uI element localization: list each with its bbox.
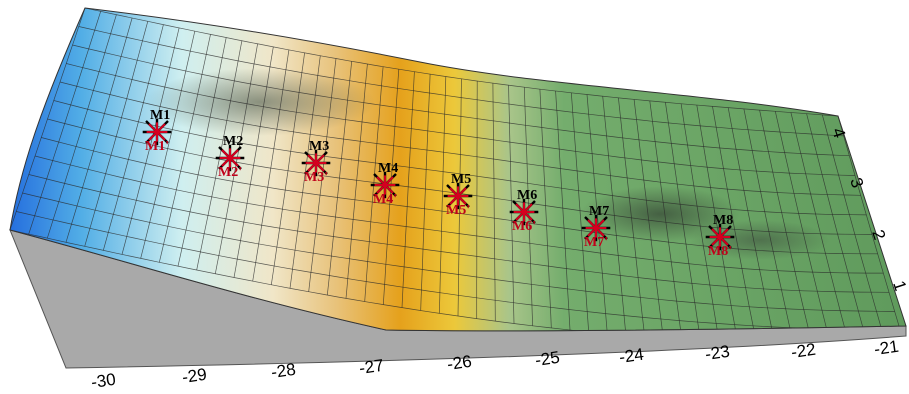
marker-label-prime: M5' bbox=[446, 203, 470, 218]
x-tick-label: -22 bbox=[790, 340, 817, 362]
marker-label: M2 bbox=[223, 134, 243, 149]
mesh-line bbox=[28, 174, 890, 293]
x-tick-label: -29 bbox=[181, 365, 208, 387]
x-tick-label: -21 bbox=[873, 337, 900, 359]
marker-label-prime: M3' bbox=[304, 170, 328, 185]
x-tick-label: -25 bbox=[534, 348, 561, 370]
marker-label: M4 bbox=[378, 161, 398, 176]
mesh-line bbox=[72, 44, 850, 157]
mesh-line bbox=[84, 8, 839, 117]
marker-label-prime: M8' bbox=[708, 244, 732, 259]
station-marker-m6: M6 M6' bbox=[509, 188, 539, 234]
marker-label-prime: M7' bbox=[584, 235, 608, 250]
marker-label-prime: M4' bbox=[373, 192, 397, 207]
station-marker-m5: M5 M5' bbox=[443, 172, 473, 218]
station-marker-m2: M2 M2' bbox=[215, 134, 245, 180]
x-tick-label: -27 bbox=[358, 356, 385, 378]
mesh-line bbox=[34, 155, 884, 274]
marker-label-prime: M2' bbox=[218, 165, 242, 180]
station-marker-m7: M7 M7' bbox=[581, 204, 611, 250]
station-marker-m8: M8 M8' bbox=[705, 213, 735, 259]
marker-label: M3 bbox=[309, 139, 329, 154]
x-tick-label: -30 bbox=[90, 370, 117, 392]
x-tick-label: -23 bbox=[704, 342, 731, 364]
mesh-line bbox=[16, 211, 901, 331]
mesh-line bbox=[53, 100, 867, 216]
marker-label-prime: M1' bbox=[145, 139, 169, 154]
surface-outline bbox=[9, 7, 907, 332]
y-tick-label: 1 bbox=[889, 278, 909, 293]
x-tick-label: -28 bbox=[270, 360, 297, 382]
marker-label: M8 bbox=[713, 213, 733, 228]
mesh-line bbox=[59, 81, 861, 196]
station-markers: M1 M1' M2 M2' M3 M3' M4 M4' M5 M5' M6 M6' M7 M7' M8 M8' bbox=[142, 108, 735, 259]
x-tick-label: -26 bbox=[446, 352, 473, 374]
mesh-line bbox=[10, 229, 906, 331]
mesh-line bbox=[22, 192, 895, 312]
marker-label: M5 bbox=[451, 172, 471, 187]
station-marker-m4: M4 M4' bbox=[370, 161, 400, 207]
x-axis: -30 -29 -28 -27 -26 -25 -24 -23 -22 -21 bbox=[90, 337, 900, 392]
station-marker-m3: M3 M3' bbox=[301, 139, 331, 185]
marker-label: M1 bbox=[150, 108, 170, 123]
marker-label-prime: M6' bbox=[512, 219, 536, 234]
mesh-grid bbox=[10, 8, 906, 331]
x-tick-label: -24 bbox=[618, 345, 645, 367]
mesh-line bbox=[66, 63, 856, 176]
mesh-line bbox=[41, 137, 878, 255]
station-marker-m1: M1 M1' bbox=[142, 108, 172, 154]
marker-label: M6 bbox=[517, 188, 537, 203]
marker-label: M7 bbox=[589, 204, 609, 219]
mesh-line bbox=[78, 26, 844, 137]
